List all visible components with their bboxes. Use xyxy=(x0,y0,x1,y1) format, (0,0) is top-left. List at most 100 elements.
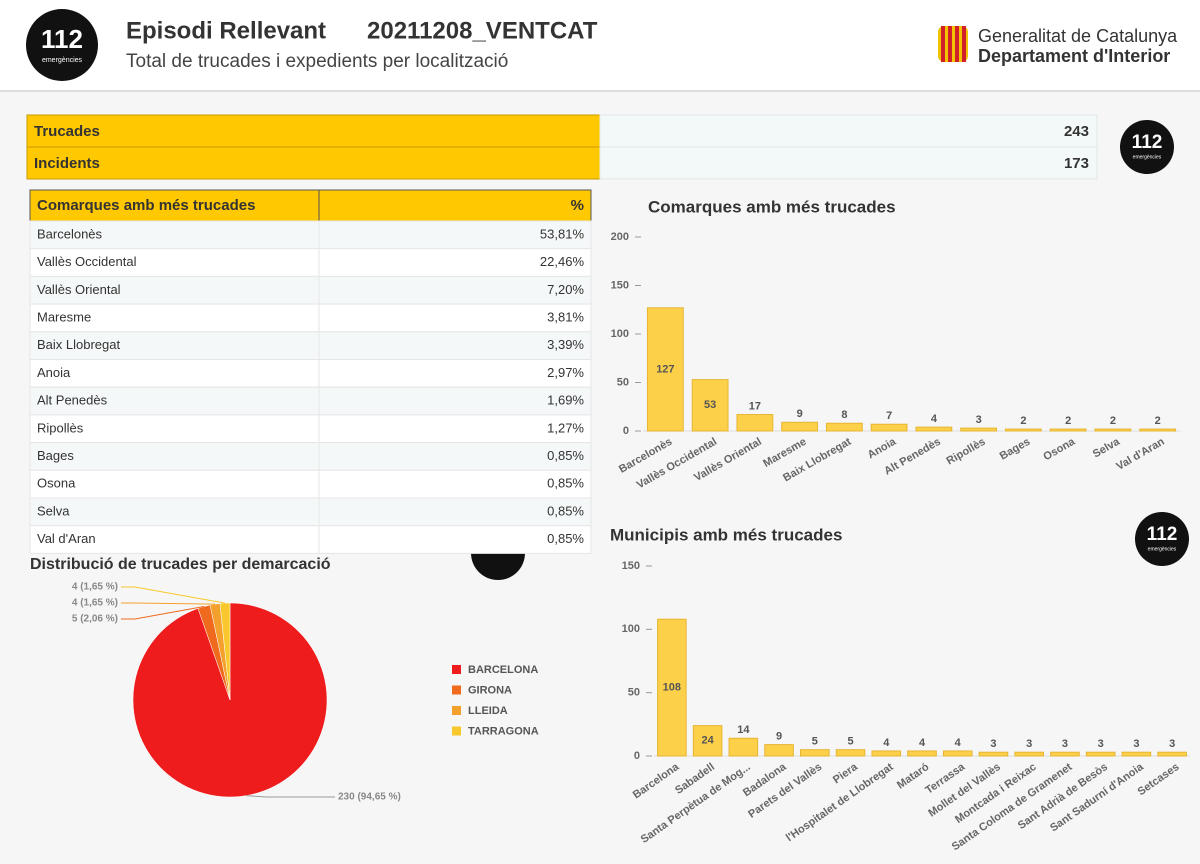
chart-title: Comarques amb més trucades xyxy=(648,197,896,216)
data-label: 4 xyxy=(883,737,890,749)
logo-circle xyxy=(1135,512,1189,566)
leader-line xyxy=(121,606,205,620)
summary-label-cell xyxy=(26,146,601,180)
logo-tag: emergències xyxy=(1148,546,1177,552)
x-tick-label: Bages xyxy=(998,436,1033,463)
table-row xyxy=(29,442,320,471)
table-row xyxy=(29,497,320,527)
table-row xyxy=(318,469,592,499)
legend-label: LLEIDA xyxy=(468,705,508,717)
data-label: 4 xyxy=(955,737,962,749)
data-label: 7 xyxy=(886,410,892,422)
table-cell: Ripollès xyxy=(37,420,84,435)
data-label: 4 xyxy=(931,413,938,425)
x-tick-label: Ripollès xyxy=(945,436,988,468)
table-header-cell xyxy=(318,189,592,222)
bar xyxy=(1049,428,1087,432)
logo-circle xyxy=(1120,120,1174,174)
data-label: 8 xyxy=(841,409,847,421)
table-cell: 0,85% xyxy=(547,476,584,491)
logo-circle xyxy=(26,9,98,81)
bar xyxy=(646,307,684,432)
table-cell: 7,20% xyxy=(547,282,584,297)
data-label: 230 (94,65 %) xyxy=(338,792,401,803)
data-label: 53 xyxy=(704,399,716,411)
bar xyxy=(1050,751,1080,757)
episode-code: 20211208_VENTCAT xyxy=(367,17,598,44)
table-cell: 0,85% xyxy=(547,448,584,463)
chart-title: Distribució de trucades per demarcació xyxy=(30,556,331,573)
logo-tag: emergències xyxy=(42,57,83,64)
table-header: % xyxy=(571,197,584,214)
data-label: 3 xyxy=(1169,738,1175,750)
data-label: 2 xyxy=(1065,415,1071,427)
legend-swatch xyxy=(452,706,461,715)
x-tick-label: Piera xyxy=(831,761,861,787)
summary-value: 243 xyxy=(1064,123,1089,140)
bar xyxy=(825,422,863,432)
legend-label: TARRAGONA xyxy=(468,725,539,737)
data-label: 4 (1,65 %) xyxy=(72,598,118,609)
data-label: 5 (2,06 %) xyxy=(72,614,118,625)
bar xyxy=(835,749,866,757)
table-cell: Osona xyxy=(37,476,76,491)
data-label: 2 xyxy=(1155,415,1161,427)
logo-number: 112 xyxy=(41,24,83,54)
table-cell: Barcelonès xyxy=(37,226,103,241)
y-tick-label: 150 xyxy=(611,279,629,291)
table-cell: 3,81% xyxy=(547,310,584,325)
table-cell: Vallès Oriental xyxy=(37,282,121,297)
data-label: 17 xyxy=(749,400,761,412)
legend-swatch xyxy=(452,665,461,674)
table-row xyxy=(318,303,592,333)
title: Episodi Rellevant xyxy=(126,17,326,44)
data-label: 9 xyxy=(776,731,782,743)
table-cell: Selva xyxy=(37,503,70,518)
table-row xyxy=(318,331,592,360)
y-tick-label: 100 xyxy=(622,623,640,635)
bar xyxy=(870,423,908,432)
data-label: 108 xyxy=(663,682,681,694)
legend-label: GIRONA xyxy=(468,684,512,696)
x-tick-label: Barcelona xyxy=(631,761,682,802)
bar xyxy=(1085,751,1116,757)
table-header: Comarques amb més trucades xyxy=(37,197,255,214)
data-label: 14 xyxy=(737,724,750,736)
data-label: 2 xyxy=(1110,415,1116,427)
bar xyxy=(1139,428,1177,432)
data-label: 24 xyxy=(701,735,714,747)
table-cell: 1,69% xyxy=(547,393,584,408)
table-cell: Alt Penedès xyxy=(37,393,108,408)
table-row xyxy=(29,359,320,388)
table-row xyxy=(318,220,592,250)
summary-label-cell xyxy=(26,114,601,148)
bar xyxy=(657,618,687,757)
y-tick-label: 50 xyxy=(617,376,629,388)
table-row xyxy=(318,414,592,444)
table-cell: 3,39% xyxy=(547,337,584,352)
table-row xyxy=(318,442,592,471)
summary-value: 173 xyxy=(1064,155,1089,172)
table-cell: 1,27% xyxy=(547,420,584,435)
table-cell: 2,97% xyxy=(547,365,584,380)
data-label: 4 (1,65 %) xyxy=(72,582,118,593)
data-label: 5 xyxy=(812,736,818,748)
table-row xyxy=(29,414,320,444)
table-row xyxy=(318,275,592,305)
bar xyxy=(1094,428,1132,432)
y-tick-label: 0 xyxy=(634,750,640,762)
table-cell: 0,85% xyxy=(547,503,584,518)
leader-line xyxy=(121,602,216,605)
subtitle: Total de trucades i expedients per local… xyxy=(126,51,508,72)
x-tick-label: Vallès Occidental xyxy=(635,436,719,492)
legend-swatch xyxy=(452,726,461,736)
y-tick-label: 0 xyxy=(623,425,629,437)
data-label: 3 xyxy=(976,414,982,426)
generalitat-emblem xyxy=(938,26,968,62)
y-tick-label: 100 xyxy=(611,328,629,340)
data-label: 127 xyxy=(656,363,674,375)
org-department: Departament d'Interior xyxy=(978,46,1170,66)
data-label: 2 xyxy=(1020,415,1026,427)
